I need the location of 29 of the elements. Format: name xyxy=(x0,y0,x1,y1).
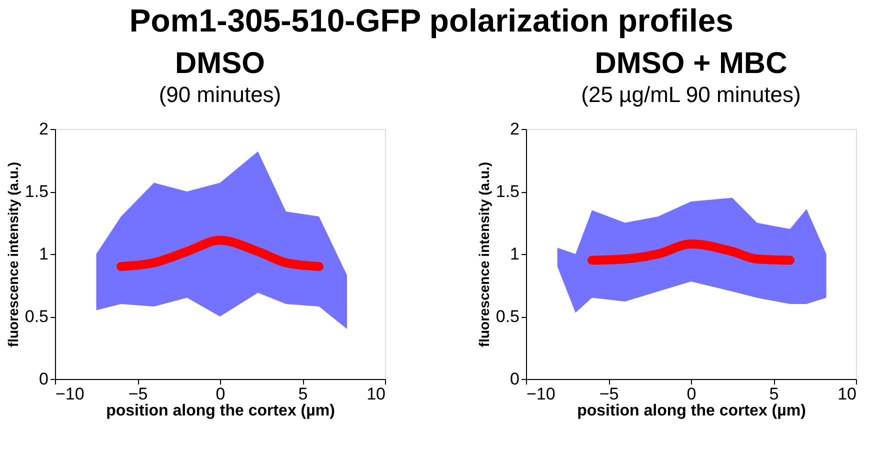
x-tick-label: 5 xyxy=(298,384,308,404)
x-tick-label: −5 xyxy=(599,384,619,404)
text: Pom1-305-510-GFP polarization profiles xyxy=(129,2,734,38)
y-tick-label: 0 xyxy=(510,370,520,388)
y-axis-title: fluorescence intensity (a.u.) xyxy=(4,162,21,348)
chart-title: DMSO xyxy=(175,47,265,80)
x-tick-label: 5 xyxy=(769,384,779,404)
chart-subtitle: (25 µg/mL 90 minutes) xyxy=(581,82,801,107)
x-tick-label: −10 xyxy=(526,384,556,404)
y-tick-label: 1.5 xyxy=(24,182,48,201)
x-axis-title: position along the cortex (µm) xyxy=(106,402,335,420)
y-tick-label: 1 xyxy=(39,244,48,264)
y-tick-label: 1 xyxy=(510,244,520,264)
y-tick-label: 0.5 xyxy=(24,307,48,326)
y-axis-title: fluorescence intensity (a.u.) xyxy=(476,162,492,348)
y-tick-label: 0.5 xyxy=(496,307,520,326)
y-tick-label: 2 xyxy=(39,120,48,138)
x-tick-label: 0 xyxy=(686,384,696,404)
x-tick-label: −10 xyxy=(56,384,84,404)
x-tick-label: 10 xyxy=(366,384,386,404)
y-tick-label: 1.5 xyxy=(496,182,520,201)
y-tick-label: 2 xyxy=(510,120,520,138)
x-tick-label: −5 xyxy=(128,384,148,404)
x-axis-title: position along the cortex (µm) xyxy=(577,402,806,420)
chart-subtitle: (90 minutes) xyxy=(158,82,282,107)
y-tick-label: 0 xyxy=(39,370,48,388)
chart-title: DMSO + MBC xyxy=(594,47,788,80)
x-tick-label: 0 xyxy=(216,384,226,404)
x-tick-label: 10 xyxy=(838,384,856,404)
